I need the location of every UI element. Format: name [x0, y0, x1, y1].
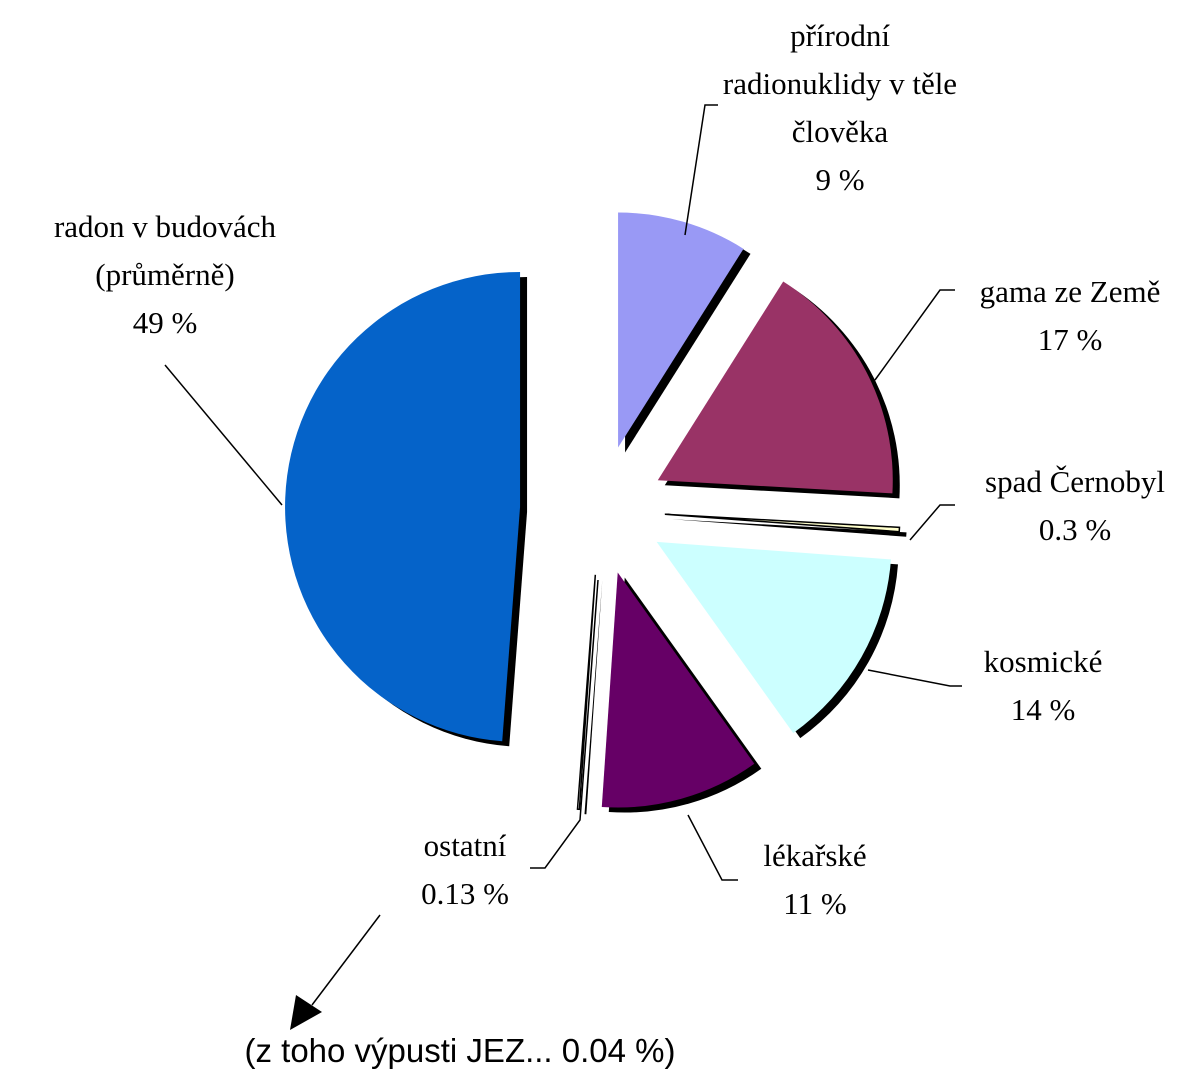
category-label: radon v budovách (průměrně)	[53, 209, 277, 292]
slice-label: gama ze Země 17 %	[950, 268, 1190, 364]
slice	[657, 281, 893, 494]
category-label: přírodní radionuklidy v těle člověka	[722, 18, 958, 149]
category-label: spad Černobyl	[985, 464, 1165, 499]
slice	[576, 574, 597, 811]
slice-label: přírodní radionuklidy v těle člověka 9 %	[710, 12, 970, 204]
leader-lines	[164, 104, 962, 1006]
slice	[664, 513, 901, 533]
leader-line	[687, 814, 738, 881]
value-label: 0.3 %	[1038, 512, 1112, 547]
value-label: 9 %	[815, 162, 865, 197]
annotation: (z toho výpusti JEZ... 0.04 %)	[244, 1032, 676, 1069]
leader-line	[684, 104, 718, 236]
value-label: 11 %	[783, 886, 847, 921]
leader-line	[164, 364, 283, 506]
value-label: 0.13 %	[421, 876, 509, 911]
slice-label: lékařské 11 %	[715, 832, 915, 928]
pie	[285, 212, 907, 815]
arrow-shaft	[311, 914, 381, 1006]
leader-line	[867, 669, 962, 687]
value-label: 17 %	[1037, 322, 1103, 357]
slice-shadow	[584, 579, 603, 815]
arrow-head	[290, 995, 322, 1030]
leader-line	[874, 289, 955, 381]
slice-label: ostatní 0.13 %	[375, 822, 555, 918]
slice	[601, 572, 755, 808]
slice	[285, 271, 521, 742]
category-label: kosmické	[983, 644, 1103, 679]
slice-label: kosmické 14 %	[943, 638, 1143, 734]
category-label: ostatní	[423, 828, 507, 863]
slice	[656, 541, 891, 734]
slice-label: spad Černobyl 0.3 %	[955, 458, 1195, 554]
slice-label: radon v budovách (průměrně) 49 %	[0, 203, 330, 347]
slice	[618, 212, 744, 448]
category-label: lékařské	[763, 838, 867, 873]
value-label: 14 %	[1010, 692, 1076, 727]
value-label: 49 %	[132, 305, 198, 340]
slice-shadow	[671, 519, 907, 537]
leader-line	[909, 504, 955, 541]
leader-line	[530, 579, 599, 869]
category-label: gama ze Země	[979, 274, 1161, 309]
